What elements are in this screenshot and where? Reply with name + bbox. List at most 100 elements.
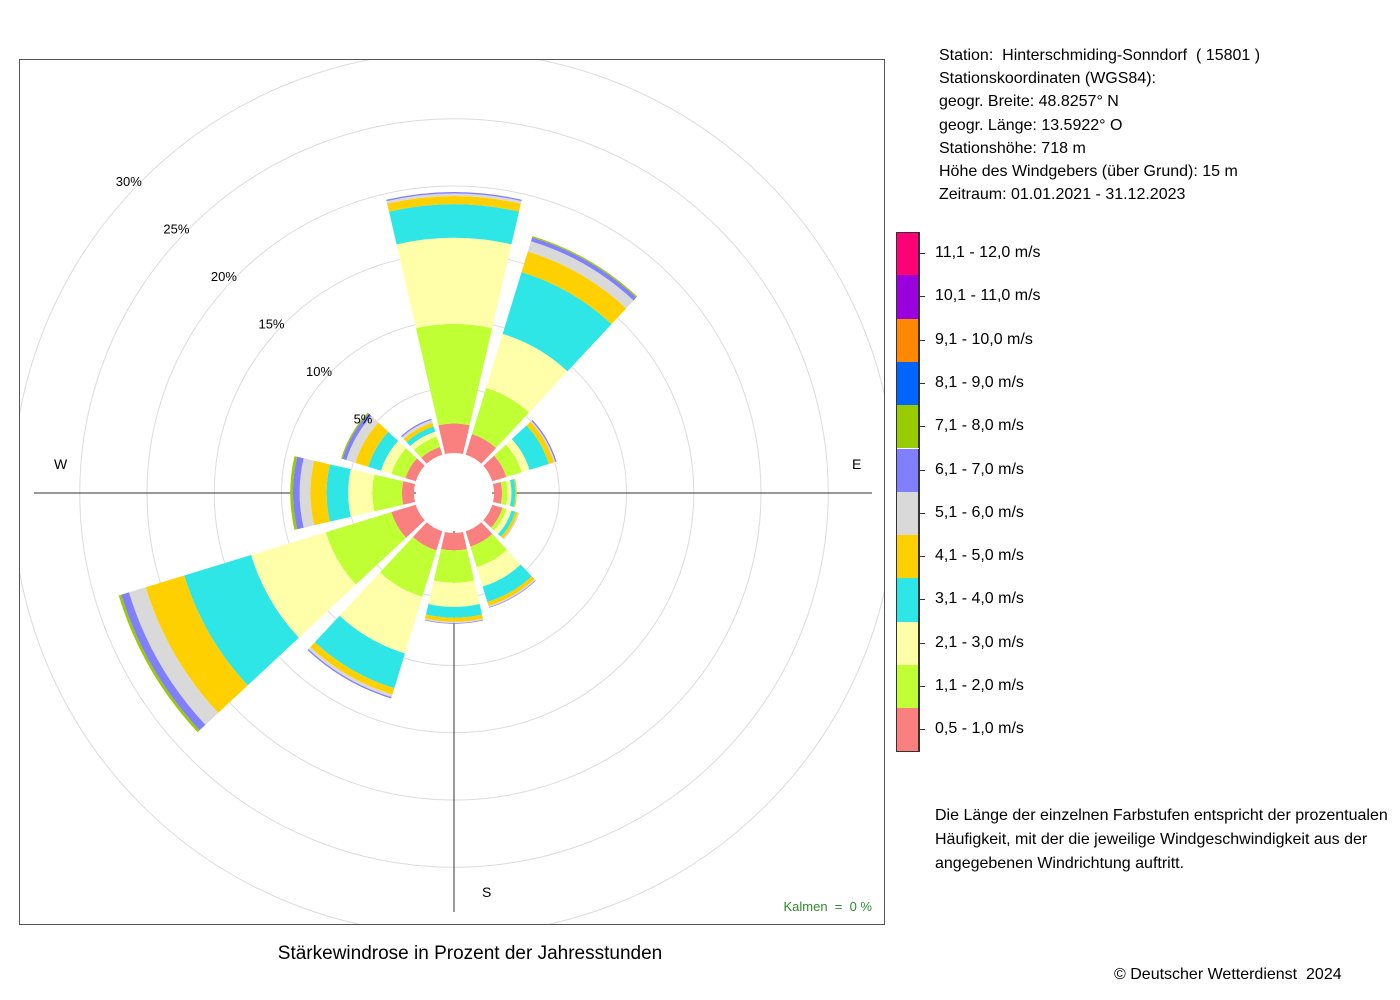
copyright-notice: © Deutscher Wetterdienst 2024: [1114, 966, 1342, 983]
chart-title: Stärkewindrose in Prozent der Jahresstun…: [277, 943, 663, 964]
legend-tick: [920, 469, 925, 471]
legend-swatch: [896, 578, 919, 622]
legend-item: 2,1 - 3,0 m/s: [896, 621, 1116, 665]
time-period: Zeitraum: 01.01.2021 - 31.12.2023: [939, 186, 1186, 204]
legend-label: 9,1 - 10,0 m/s: [935, 330, 1033, 348]
sector-330-speed-4: [403, 422, 434, 443]
legend-label: 6,1 - 7,0 m/s: [935, 460, 1024, 478]
sector-300-speed-2: [381, 440, 407, 474]
station-longitude: geogr. Länge: 13.5922° O: [939, 116, 1123, 134]
legend-item: 9,1 - 10,0 m/s: [896, 318, 1116, 362]
compass-label-east: E: [852, 456, 861, 472]
legend-swatch: [896, 665, 919, 709]
sector-0-speed-4: [387, 196, 521, 212]
sector-330-speed-1: [413, 436, 440, 458]
sector-300-speed-5: [346, 416, 379, 463]
legend-tick: [920, 253, 925, 254]
sector-210-speed-3: [314, 615, 405, 689]
sector-90-speed-4: [513, 478, 517, 508]
sector-60-speed-2: [505, 439, 530, 473]
sector-150-speed-3: [482, 564, 532, 602]
anemometer-height: Höhe des Windgebers (über Grund): 15 m: [939, 163, 1238, 181]
sector-240-speed-1: [325, 512, 407, 585]
compass-label-south: S: [482, 884, 491, 900]
legend-item: 5,1 - 6,0 m/s: [896, 491, 1116, 536]
legend-tick: [920, 512, 925, 514]
sector-300-speed-6: [342, 413, 372, 461]
sector-150-speed-1: [470, 534, 507, 568]
ring-label-25: 25%: [163, 221, 189, 236]
sector-180-speed-4: [425, 614, 483, 622]
sector-240-speed-5: [128, 587, 219, 725]
legend-tick: [920, 729, 925, 731]
legend-swatch: [896, 708, 919, 752]
sector-210-speed-1: [379, 537, 437, 597]
legend-label: 1,1 - 2,0 m/s: [935, 677, 1024, 694]
legend-swatch: [896, 448, 919, 492]
station-info: Station: Hinterschmiding-Sonndorf ( 1580…: [939, 44, 1260, 206]
sector-30-speed-0: [465, 434, 496, 464]
legend-tick: [920, 339, 925, 341]
ring-label-5: 5%: [354, 412, 373, 427]
sector-150-speed-0: [465, 522, 493, 547]
wind-rose-plot-area: 5% 10% 15% 20% 25% 30% W E S Kalmen = 0 %: [19, 59, 885, 925]
legend-item: 8,1 - 9,0 m/s: [896, 361, 1116, 406]
compass-label-west: W: [54, 456, 68, 472]
sector-300-speed-0: [405, 458, 425, 482]
legend-item: 10,1 - 11,0 m/s: [896, 275, 1116, 319]
sector-330-speed-3: [406, 426, 436, 447]
ring-label-15: 15%: [258, 316, 284, 331]
legend-swatch: [896, 275, 919, 319]
wind-rose-chart: 5% 10% 15% 20% 25% 30% W E S: [20, 60, 884, 924]
ring-label-20: 20%: [211, 269, 237, 284]
sector-180-speed-3: [425, 604, 483, 618]
legend-label: 5,1 - 6,0 m/s: [935, 503, 1024, 521]
legend-tick: [920, 686, 925, 687]
legend-item: 6,1 - 7,0 m/s: [896, 448, 1116, 492]
legend-tick: [920, 599, 925, 601]
sector-150-speed-5: [488, 579, 536, 608]
sector-330-speed-0: [421, 447, 443, 464]
legend-item: 4,1 - 5,0 m/s: [896, 535, 1116, 579]
sector-0-speed-2: [396, 237, 512, 329]
sector-180-speed-6: [424, 619, 484, 624]
sector-180-speed-5: [424, 618, 484, 624]
sector-30-speed-4: [521, 251, 627, 325]
sector-0-speed-5: [386, 193, 522, 204]
sector-270-speed-2: [348, 469, 375, 517]
sector-90-speed-0: [492, 482, 503, 504]
station-name: Station: Hinterschmiding-Sonndorf ( 1580…: [939, 47, 1261, 64]
sector-120-speed-2: [494, 509, 512, 535]
sector-30-speed-5: [527, 241, 634, 309]
legend-swatch: [896, 318, 919, 362]
sector-270-speed-4: [310, 460, 330, 526]
sector-60-speed-5: [530, 420, 556, 463]
legend-tick: [920, 426, 925, 428]
sector-90-speed-2: [506, 480, 512, 506]
sector-60-speed-0: [483, 455, 507, 482]
legend-tick: [920, 296, 925, 298]
sector-90-speed-1: [500, 480, 508, 506]
sector-210-speed-0: [412, 522, 443, 551]
legend-tick: [920, 382, 925, 384]
legend-item: 0,5 - 1,0 m/s: [896, 708, 1116, 752]
legend-label: 2,1 - 3,0 m/s: [935, 633, 1024, 651]
legend-label: 10,1 - 11,0 m/s: [935, 287, 1041, 305]
sector-270-speed-5: [299, 458, 315, 528]
sector-0-speed-1: [415, 323, 493, 426]
sector-150-speed-2: [476, 549, 521, 587]
legend-label: 0,5 - 1,0 m/s: [935, 720, 1024, 738]
sector-0-speed-0: [438, 423, 470, 455]
sector-270-speed-1: [372, 474, 404, 512]
station-latitude: geogr. Breite: 48.8257° N: [939, 93, 1119, 111]
sector-210-speed-2: [339, 572, 423, 654]
legend-tick: [920, 556, 925, 558]
legend-swatch: [896, 621, 919, 665]
station-coordinates-heading: Stationskoordinaten (WGS84):: [939, 70, 1156, 88]
calm-circle: [416, 455, 492, 531]
sector-240-speed-4: [145, 575, 248, 713]
sector-180-speed-0: [441, 531, 467, 551]
sector-270-speed-0: [401, 481, 416, 505]
sector-120-speed-0: [483, 504, 503, 528]
legend-swatch: [896, 361, 919, 406]
